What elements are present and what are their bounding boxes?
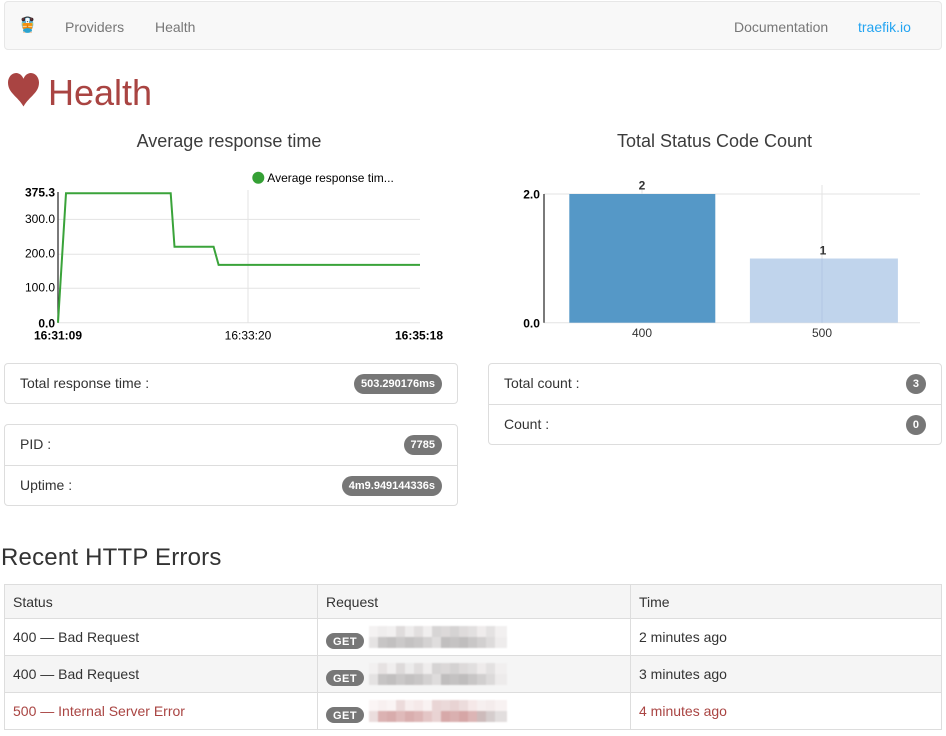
svg-text:Average response tim...: Average response tim... bbox=[267, 171, 394, 185]
svg-text:0.0: 0.0 bbox=[523, 316, 540, 330]
svg-text:400: 400 bbox=[632, 326, 652, 340]
svg-text:Total Status Code Count: Total Status Code Count bbox=[617, 131, 812, 151]
svg-text:16:31:09: 16:31:09 bbox=[34, 329, 82, 343]
svg-text:100.0: 100.0 bbox=[25, 281, 55, 295]
svg-text:375.3: 375.3 bbox=[25, 186, 55, 200]
svg-text:200.0: 200.0 bbox=[25, 247, 55, 261]
svg-text:Average response time: Average response time bbox=[137, 131, 322, 151]
svg-text:2.0: 2.0 bbox=[523, 188, 540, 202]
svg-text:16:33:20: 16:33:20 bbox=[225, 329, 272, 343]
svg-text:1: 1 bbox=[820, 244, 827, 258]
svg-text:0.0: 0.0 bbox=[38, 316, 55, 330]
svg-text:500: 500 bbox=[812, 326, 832, 340]
svg-text:2: 2 bbox=[639, 179, 646, 193]
svg-text:300.0: 300.0 bbox=[25, 212, 55, 226]
svg-text:16:35:18: 16:35:18 bbox=[395, 329, 443, 343]
